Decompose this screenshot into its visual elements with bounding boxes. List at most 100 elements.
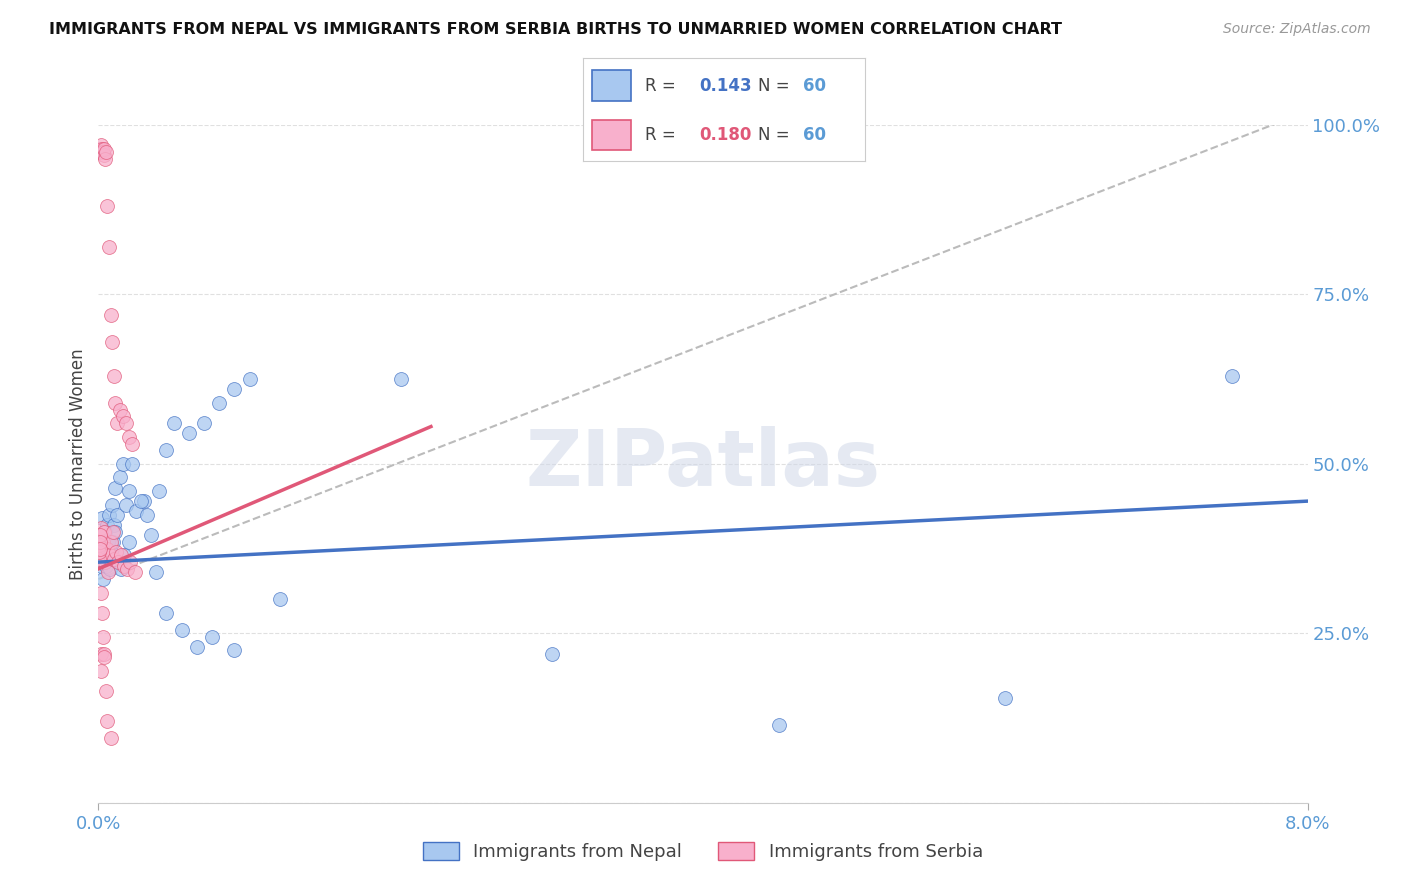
Point [103, 551, 125, 566]
Point [201, 630, 224, 644]
Point [90, 664, 112, 678]
Point [103, 368, 125, 383]
Point [89, 541, 111, 556]
Point [124, 566, 146, 580]
Text: 0.143: 0.143 [699, 77, 751, 95]
Point [108, 470, 131, 484]
Point [90, 541, 112, 556]
Point [89, 551, 111, 566]
Point [141, 528, 163, 542]
Point [994, 690, 1017, 705]
Point [120, 555, 142, 569]
Text: N =: N = [758, 126, 794, 144]
Point [114, 498, 136, 512]
Point [93, 647, 115, 661]
Point [89, 534, 111, 549]
Point [93, 650, 115, 665]
FancyBboxPatch shape [592, 70, 631, 101]
Point [193, 416, 215, 430]
Point [93, 549, 115, 563]
FancyBboxPatch shape [592, 120, 631, 150]
Point [101, 524, 124, 539]
Point [96, 517, 118, 532]
Point [1220, 368, 1243, 383]
Point [91, 606, 114, 620]
Point [100, 538, 122, 552]
Point [105, 508, 128, 522]
Point [224, 643, 246, 657]
Point [100, 731, 122, 746]
Point [208, 396, 231, 410]
Point [170, 623, 193, 637]
Text: 60: 60 [803, 77, 825, 95]
Point [89, 534, 111, 549]
Point [90, 534, 112, 549]
Point [96, 541, 118, 556]
Point [98, 549, 121, 563]
Point [121, 457, 143, 471]
Point [94, 541, 117, 556]
Point [89, 528, 111, 542]
Point [90, 138, 112, 153]
Text: N =: N = [758, 77, 794, 95]
Point [94, 549, 117, 563]
Point [100, 534, 122, 549]
Point [98, 508, 121, 522]
Point [91, 534, 114, 549]
Point [163, 416, 186, 430]
Point [110, 549, 132, 563]
Point [94, 558, 117, 573]
Point [132, 494, 155, 508]
Point [107, 555, 129, 569]
Point [100, 545, 122, 559]
Point [112, 549, 135, 563]
Point [112, 558, 135, 573]
Point [145, 566, 167, 580]
Point [94, 145, 117, 159]
Point [94, 152, 117, 166]
Point [91, 630, 114, 644]
Point [89, 528, 111, 542]
Point [89, 545, 111, 559]
Point [97, 566, 120, 580]
Point [129, 494, 152, 508]
Legend: Immigrants from Nepal, Immigrants from Serbia: Immigrants from Nepal, Immigrants from S… [416, 835, 990, 868]
Point [98, 562, 121, 576]
Point [96, 549, 118, 563]
Point [239, 372, 262, 386]
Point [98, 240, 121, 254]
Text: R =: R = [645, 126, 682, 144]
Text: R =: R = [645, 77, 682, 95]
Point [93, 142, 115, 156]
Point [115, 562, 138, 576]
Point [91, 538, 114, 552]
Point [101, 334, 124, 349]
Point [110, 562, 132, 576]
Text: Source: ZipAtlas.com: Source: ZipAtlas.com [1223, 22, 1371, 37]
Point [389, 372, 412, 386]
Point [111, 409, 134, 424]
Point [105, 416, 128, 430]
Point [125, 504, 148, 518]
Point [107, 555, 129, 569]
Point [104, 481, 127, 495]
Text: IMMIGRANTS FROM NEPAL VS IMMIGRANTS FROM SERBIA BIRTHS TO UNMARRIED WOMEN CORREL: IMMIGRANTS FROM NEPAL VS IMMIGRANTS FROM… [49, 22, 1062, 37]
Point [114, 416, 136, 430]
Point [541, 647, 564, 661]
Point [94, 555, 117, 569]
Point [91, 572, 114, 586]
Point [155, 443, 177, 458]
Point [135, 508, 157, 522]
Point [91, 511, 114, 525]
Point [100, 308, 122, 322]
Y-axis label: Births to Unmarried Women: Births to Unmarried Women [69, 348, 87, 580]
Point [101, 534, 124, 549]
Point [104, 396, 127, 410]
Point [269, 592, 291, 607]
Point [186, 640, 208, 654]
Point [224, 382, 246, 396]
Point [179, 426, 201, 441]
Point [93, 532, 115, 546]
Point [97, 534, 120, 549]
Point [90, 528, 112, 542]
